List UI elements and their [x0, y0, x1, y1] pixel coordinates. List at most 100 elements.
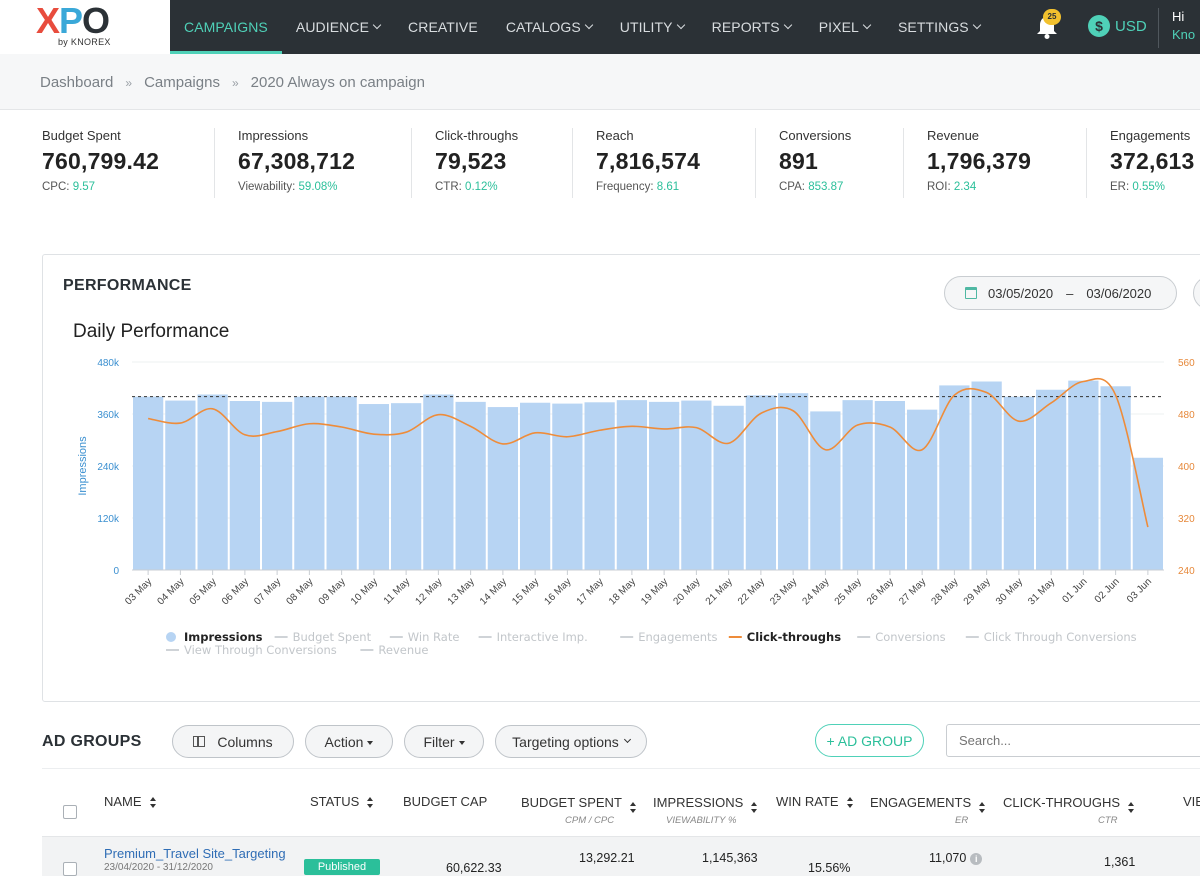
stat-label: Revenue [927, 128, 980, 143]
stat-sub: CTR: 0.12% [435, 181, 498, 193]
y-tick-label: 480k [97, 358, 120, 369]
ad-group-name-link[interactable]: Premium_Travel Site_Targeting [104, 846, 286, 861]
stat-label: Conversions [779, 128, 852, 143]
breadcrumb-dashboard[interactable]: Dashboard [40, 74, 114, 91]
nav-campaigns[interactable]: CAMPAIGNS [170, 0, 282, 54]
legend-item-budget-spent[interactable]: Budget Spent [274, 630, 372, 644]
select-all-checkbox[interactable] [63, 805, 77, 819]
breadcrumb: Dashboard » Campaigns » 2020 Always on c… [40, 74, 425, 91]
nav-reports[interactable]: REPORTS [698, 0, 805, 54]
x-tick-label: 22 May [736, 576, 767, 607]
stat-impressions: Impressions 67,308,712 Viewability: 59.08% [238, 128, 355, 200]
x-tick-label: 01 Jun [1060, 576, 1089, 605]
col-click-throughs[interactable]: CLICK-THROUGHS [1003, 794, 1135, 813]
user-company: Kno [1172, 27, 1196, 42]
x-tick-label: 15 May [510, 576, 541, 607]
col-name[interactable]: NAME [104, 794, 157, 809]
action-dropdown[interactable]: Action [305, 725, 393, 758]
nav-settings[interactable]: SETTINGS [884, 0, 994, 54]
date-separator: – [1066, 285, 1074, 301]
breadcrumb-campaigns[interactable]: Campaigns [144, 74, 220, 91]
col-budget-spent[interactable]: BUDGET SPENT [521, 794, 637, 813]
col-impressions[interactable]: IMPRESSIONS [653, 794, 758, 813]
date-range-picker[interactable]: 03/05/2020 – 03/06/2020 [944, 276, 1177, 310]
logo-byline: by KNOREX [58, 37, 111, 47]
currency-selector[interactable]: $ USD [1088, 15, 1147, 37]
divider [1158, 8, 1159, 48]
y-tick-label: 240k [97, 462, 120, 473]
divider [903, 128, 904, 198]
calendar-icon [965, 287, 977, 299]
bar-impressions-15-may [520, 402, 551, 570]
bar-impressions-06-may [229, 401, 260, 570]
bar-impressions-24-may [810, 411, 841, 570]
info-icon[interactable]: i [970, 853, 983, 865]
targeting-options-dropdown[interactable]: Targeting options [495, 725, 647, 758]
y2-tick-label: 240 [1178, 566, 1195, 577]
bar-impressions-16-may [552, 403, 583, 570]
logo-wordmark: XPO [36, 0, 110, 41]
x-tick-label: 05 May [188, 576, 219, 607]
stat-label: Click-throughs [435, 128, 519, 143]
bar-impressions-21-may [713, 405, 744, 570]
divider [1086, 128, 1087, 198]
legend-item-impressions[interactable]: Impressions [166, 630, 263, 644]
nav-pixel[interactable]: PIXEL [805, 0, 884, 54]
row-checkbox[interactable] [63, 862, 77, 876]
stat-sub: CPC: 9.57 [42, 181, 96, 193]
budget-cap-value: 60,622.33 [446, 861, 502, 875]
sort-icon [751, 802, 758, 813]
divider [755, 128, 756, 198]
nav-label: UTILITY [619, 19, 673, 35]
xpo-logo[interactable]: XPO by KNOREX [0, 0, 170, 54]
col-win-rate[interactable]: WIN RATE [776, 794, 854, 809]
bar-impressions-28-may [939, 385, 970, 570]
nav-creative[interactable]: CREATIVE [394, 0, 492, 54]
performance-title: PERFORMANCE [63, 277, 192, 294]
col-status[interactable]: STATUS [310, 794, 374, 809]
nav-catalogs[interactable]: CATALOGS [492, 0, 606, 54]
y-tick-label: 120k [97, 514, 120, 525]
columns-button[interactable]: Columns [172, 725, 294, 758]
legend-label: Engagements [638, 630, 717, 644]
legend-item-revenue[interactable]: Revenue [360, 643, 428, 657]
legend-item-interactive-imp-[interactable]: Interactive Imp. [478, 630, 588, 644]
stat-budget-spent: Budget Spent 760,799.42 CPC: 9.57 [42, 128, 159, 200]
caret-down-icon [367, 740, 374, 745]
nav-utility[interactable]: UTILITY [606, 0, 698, 54]
legend-label: Conversions [875, 630, 945, 644]
bar-impressions-23-may [778, 393, 809, 570]
bar-impressions-03-jun [1132, 457, 1163, 570]
nav-label: PIXEL [818, 19, 859, 35]
search-input[interactable] [946, 724, 1200, 757]
col-budget-cap[interactable]: BUDGET CAP [403, 794, 488, 809]
stat-sub: ROI: 2.34 [927, 181, 977, 193]
y-axis-label: Impressions [77, 436, 89, 496]
stat-label: Impressions [238, 128, 309, 143]
col-more[interactable]: VIE [1183, 794, 1200, 809]
filter-dropdown[interactable]: Filter [404, 725, 484, 758]
bar-impressions-27-may [907, 409, 938, 570]
legend-item-view-through-conversions[interactable]: View Through Conversions [166, 643, 337, 657]
nav-audience[interactable]: AUDIENCE [282, 0, 394, 54]
action-label: Action [324, 733, 364, 750]
legend-item-engagements[interactable]: Engagements [620, 630, 718, 644]
col-engagements[interactable]: ENGAGEMENTS [870, 794, 986, 813]
legend-item-click-through-conversions[interactable]: Click Through Conversions [965, 630, 1137, 644]
x-tick-label: 19 May [639, 576, 670, 607]
bar-impressions-31-may [1036, 389, 1067, 570]
ad-group-dates: 23/04/2020 - 31/12/2020 [104, 862, 213, 873]
columns-icon [193, 736, 206, 747]
legend-item-win-rate[interactable]: Win Rate [389, 630, 460, 644]
chart-title: Daily Performance [73, 321, 230, 342]
add-ad-group-button[interactable]: + AD GROUP [815, 724, 924, 757]
legend-item-click-throughs[interactable]: Click-throughs [728, 630, 841, 644]
x-tick-label: 16 May [543, 576, 574, 607]
legend-item-conversions[interactable]: Conversions [857, 630, 946, 644]
user-menu[interactable]: Hi Kno [1172, 8, 1195, 44]
bar-impressions-14-may [487, 407, 518, 570]
x-tick-label: 27 May [897, 576, 928, 607]
sort-icon [1128, 802, 1135, 813]
bar-impressions-12-may [423, 394, 454, 570]
divider [572, 128, 573, 198]
